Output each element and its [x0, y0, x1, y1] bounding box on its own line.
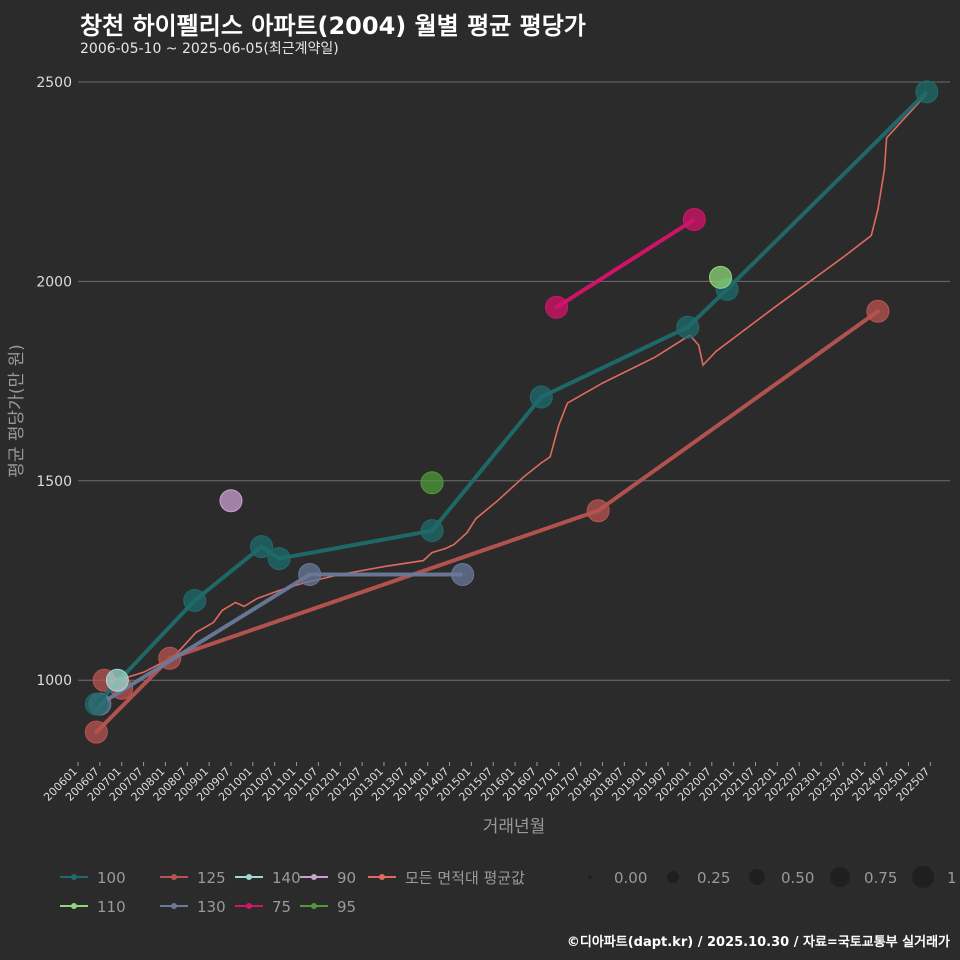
series-125-line-dots: [94, 309, 880, 735]
series-100-point: [267, 547, 291, 571]
legend-label: 95: [337, 898, 356, 916]
series-140-point: [105, 668, 129, 692]
series-100-point: [529, 385, 553, 409]
legend-label: 130: [197, 898, 226, 916]
source-caption: ©디아파트(dapt.kr) / 2025.10.30 / 자료=국토교통부 실…: [566, 935, 950, 950]
legend-size-dot: [912, 866, 934, 888]
series-130-point: [451, 563, 475, 587]
legend-label: 75: [272, 898, 291, 916]
legend-size-label: 0.50: [781, 869, 814, 887]
series-100-point: [915, 80, 939, 104]
series-100-point: [183, 588, 207, 612]
y-tick-label: 2500: [36, 75, 72, 91]
legend-key-dot: [171, 903, 177, 909]
average-line: [94, 93, 928, 713]
y-tick-label: 1000: [36, 673, 72, 689]
series-100-point: [420, 519, 444, 543]
series-125-point: [586, 499, 610, 523]
legend-key-dot: [379, 874, 385, 880]
y-axis-title: 평균 평당가(만 원): [7, 344, 27, 478]
legend-label: 140: [272, 869, 301, 887]
legend-key-dot: [246, 874, 252, 880]
legend-key-dot: [71, 903, 77, 909]
legend-size-dot: [749, 869, 765, 885]
legend: 100 125 140 90 모든 면적대 평균값 110 130 75 95 0.00 0.25 0…: [60, 866, 957, 916]
series-125-line: [94, 309, 880, 734]
legend-label: 125: [197, 869, 226, 887]
series-130-line-dots: [97, 572, 465, 707]
legend-size-label: 0.25: [697, 869, 730, 887]
average-line-group: [94, 93, 928, 713]
series-100-point: [250, 535, 274, 559]
chart-subtitle: 2006-05-10 ~ 2025-06-05(최근계약일): [80, 41, 339, 57]
series-95-point: [420, 471, 444, 495]
series-75-line-dots: [554, 217, 697, 310]
series-125-point: [866, 299, 890, 323]
series-75-point: [682, 208, 706, 232]
series-100-point: [84, 692, 108, 716]
legend-key-dot: [311, 874, 317, 880]
legend-key-dot: [71, 874, 77, 880]
legend-size-label: 0.00: [614, 869, 647, 887]
legend-size-label: 1: [947, 869, 957, 887]
legend-size-dot: [588, 875, 592, 879]
series-110-point: [709, 265, 733, 289]
legend-key-dot: [171, 874, 177, 880]
legend-size-dot: [830, 867, 850, 887]
y-tick-label: 1500: [36, 474, 72, 490]
legend-label: 90: [337, 869, 356, 887]
series-100-point: [676, 315, 700, 339]
legend-key-dot: [246, 903, 252, 909]
legend-key-dot: [311, 903, 317, 909]
grid-lines: [78, 81, 950, 681]
legend-label: 모든 면적대 평균값: [405, 869, 525, 887]
axes: 1000150020002500200601200607200701200707…: [7, 75, 932, 837]
series-125-point: [84, 720, 108, 744]
y-tick-label: 2000: [36, 274, 72, 290]
series-90-point: [219, 489, 243, 513]
x-axis-title: 거래년월: [483, 817, 546, 837]
legend-label: 110: [97, 898, 126, 916]
chart-title: 창천 하이펠리스 아파트(2004) 월별 평균 평당가: [80, 12, 586, 40]
legend-label: 100: [97, 869, 126, 887]
series-75-point: [545, 295, 569, 319]
series-group: [84, 80, 939, 744]
legend-size-dot: [667, 871, 679, 883]
legend-size-label: 0.75: [864, 869, 897, 887]
series-130-point: [298, 563, 322, 587]
